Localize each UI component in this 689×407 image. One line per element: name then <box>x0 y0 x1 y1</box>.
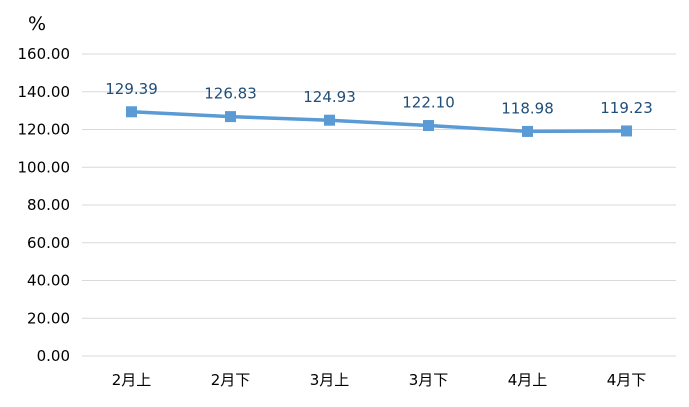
y-axis-unit-label: % <box>28 13 46 35</box>
y-tick-label: 0.00 <box>37 347 70 365</box>
data-labels: 129.39 126.83 124.93 122.10 118.98 119.23 <box>105 80 653 118</box>
y-tick-label: 40.00 <box>27 272 70 290</box>
data-label: 122.10 <box>402 94 455 112</box>
data-point-marker <box>522 125 533 137</box>
x-tick-label: 3月下 <box>409 371 449 389</box>
x-tick-label: 2月下 <box>211 371 251 389</box>
data-point-marker <box>621 125 632 137</box>
y-tick-label: 20.00 <box>27 309 70 327</box>
series-group <box>126 106 632 137</box>
gridlines <box>82 53 676 357</box>
y-tick-label: 160.00 <box>18 45 71 63</box>
y-tick-label: 140.00 <box>18 83 71 101</box>
x-tick-label: 2月上 <box>112 371 152 389</box>
y-tick-label: 60.00 <box>27 234 70 252</box>
x-axis-tick-labels: 2月上 2月下 3月上 3月下 4月上 4月下 <box>112 371 647 389</box>
data-point-marker <box>324 114 335 126</box>
data-label: 119.23 <box>600 99 653 117</box>
y-tick-label: 120.00 <box>18 121 71 139</box>
y-tick-label: 80.00 <box>27 196 70 214</box>
data-point-marker <box>423 120 434 132</box>
data-label: 124.93 <box>303 88 356 106</box>
data-label: 129.39 <box>105 80 158 98</box>
series-line <box>129 110 629 134</box>
x-tick-label: 3月上 <box>310 371 350 389</box>
x-tick-label: 4月下 <box>607 371 647 389</box>
y-tick-label: 100.00 <box>18 158 71 176</box>
x-tick-label: 4月上 <box>508 371 548 389</box>
data-label: 118.98 <box>501 99 554 117</box>
data-point-marker <box>225 111 236 123</box>
data-label: 126.83 <box>204 85 257 103</box>
data-point-marker <box>126 106 137 118</box>
y-axis-tick-labels: 0.00 20.00 40.00 60.00 80.00 100.00 120.00 140.… <box>18 45 71 365</box>
